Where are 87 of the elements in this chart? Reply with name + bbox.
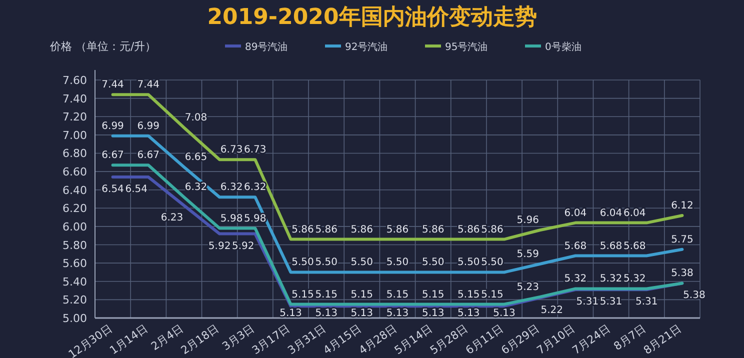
data-label: 5.86 (481, 224, 504, 236)
data-label: 5.75 (671, 234, 694, 246)
data-label: 6.04 (564, 208, 587, 219)
data-label: 6.73 (244, 144, 266, 156)
data-label: 5.31 (600, 296, 622, 308)
data-label: 6.23 (160, 212, 184, 224)
data-label: 5.68 (623, 240, 646, 252)
legend-label: 95号汽油 (445, 41, 488, 53)
data-label: 7.08 (184, 112, 208, 124)
data-label: 5.13 (458, 308, 480, 319)
data-label: 6.67 (102, 150, 124, 162)
data-label: 5.50 (386, 257, 409, 268)
data-label: 5.86 (386, 224, 409, 236)
data-label: 5.50 (481, 257, 504, 268)
data-label: 5.15 (422, 289, 444, 300)
y-tick-label: 5.80 (62, 238, 87, 252)
y-tick-label: 6.00 (62, 220, 87, 234)
data-label: 5.32 (564, 274, 587, 285)
y-tick-label: 5.00 (62, 312, 87, 325)
data-label: 5.50 (422, 257, 444, 268)
data-label: 6.99 (137, 120, 160, 132)
data-label: 6.04 (623, 208, 646, 219)
y-tick-label: 5.20 (62, 294, 87, 307)
data-label: 5.96 (516, 215, 539, 226)
y-tick-label: 6.40 (62, 184, 87, 197)
data-label: 5.38 (683, 290, 706, 302)
data-label: 5.31 (576, 296, 599, 308)
data-label: 5.22 (540, 304, 563, 316)
legend-label: 0号柴油 (545, 41, 582, 53)
data-label: 5.68 (564, 240, 587, 252)
data-label: 6.73 (220, 144, 243, 156)
data-label: 5.13 (386, 308, 409, 319)
y-tick-label: 6.80 (62, 147, 87, 160)
legend-label: 89号汽油 (245, 41, 288, 53)
data-label: 6.67 (137, 150, 160, 162)
data-label: 5.31 (635, 296, 658, 308)
data-label: 5.92 (208, 240, 231, 252)
y-tick-label: 7.40 (62, 92, 87, 106)
data-label: 6.12 (671, 200, 694, 212)
data-label: 5.15 (350, 289, 374, 300)
data-label: 7.44 (102, 80, 124, 91)
data-label: 5.38 (671, 268, 694, 280)
data-label: 5.23 (516, 282, 539, 293)
legend-label: 92号汽油 (345, 41, 388, 53)
data-label: 5.13 (315, 308, 338, 319)
data-label: 5.13 (493, 308, 516, 319)
data-label: 5.86 (350, 224, 374, 236)
y-tick-label: 6.60 (62, 166, 87, 179)
data-label: 5.32 (623, 274, 646, 285)
data-label: 5.68 (600, 240, 622, 252)
data-label: 5.98 (220, 213, 243, 224)
data-label: 5.50 (458, 257, 480, 268)
data-label: 5.15 (386, 289, 409, 300)
data-label: 5.15 (315, 289, 338, 300)
data-label: 5.50 (350, 257, 374, 268)
y-tick-label: 6.20 (62, 202, 87, 216)
data-label: 6.54 (102, 184, 124, 196)
y-axis-title: 价格 （单位：元/升） (49, 40, 156, 53)
data-label: 5.86 (292, 224, 314, 236)
data-label: 6.65 (184, 152, 208, 163)
data-label: 7.44 (137, 80, 160, 91)
data-label: 5.32 (600, 274, 622, 285)
data-label: 5.15 (481, 289, 504, 300)
chart-title: 2019-2020年国内油价变动走势 (207, 4, 537, 30)
data-label: 5.86 (315, 224, 338, 236)
y-tick-label: 7.60 (62, 74, 87, 87)
data-label: 6.32 (184, 182, 208, 194)
data-label: 6.32 (220, 182, 243, 194)
y-tick-label: 5.60 (62, 257, 87, 270)
data-label: 5.50 (292, 257, 314, 268)
data-label: 5.59 (516, 248, 539, 260)
data-label: 5.15 (292, 289, 314, 300)
data-label: 6.32 (244, 182, 266, 194)
data-label: 6.04 (600, 208, 622, 219)
data-label: 5.13 (280, 308, 302, 319)
data-label: 5.86 (458, 224, 480, 236)
data-label: 6.54 (125, 184, 148, 196)
y-tick-label: 7.00 (62, 128, 87, 142)
data-label: 5.50 (315, 257, 338, 268)
data-label: 5.15 (458, 289, 480, 300)
y-tick-label: 5.40 (62, 275, 87, 288)
data-label: 5.13 (350, 308, 374, 319)
data-label: 5.92 (232, 240, 254, 252)
y-tick-label: 7.20 (62, 110, 87, 124)
data-label: 5.13 (422, 308, 444, 319)
data-label: 5.86 (422, 224, 444, 236)
data-label: 6.99 (102, 120, 124, 132)
